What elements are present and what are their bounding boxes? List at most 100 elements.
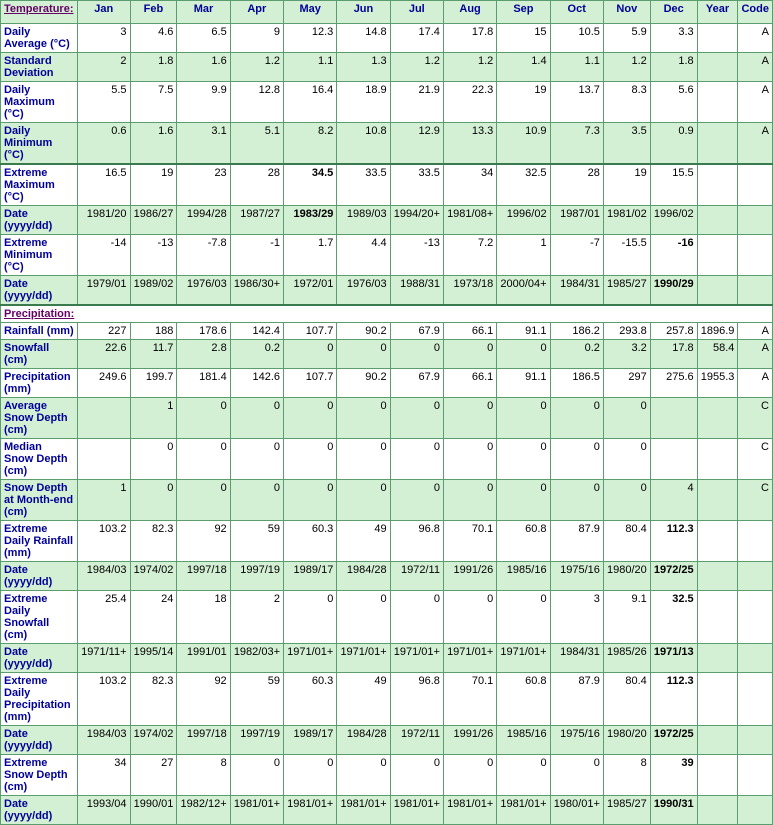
data-cell: A <box>738 123 773 165</box>
data-cell: 60.8 <box>497 673 550 726</box>
data-cell: 1976/03 <box>337 276 390 306</box>
data-cell: 66.1 <box>443 323 496 340</box>
data-cell <box>738 235 773 276</box>
month-header: Year <box>697 1 738 24</box>
data-cell: 1984/31 <box>550 276 603 306</box>
data-cell: 1989/17 <box>284 726 337 755</box>
data-cell <box>697 276 738 306</box>
table-row: Date (yyyy/dd)1984/031974/021997/181997/… <box>1 726 773 755</box>
precipitation-section-label: Precipitation: <box>1 305 773 323</box>
month-header: Feb <box>130 1 177 24</box>
data-cell: 0 <box>603 398 650 439</box>
data-cell: 1984/28 <box>337 726 390 755</box>
data-cell: 5.6 <box>650 82 697 123</box>
header-row: Temperature: JanFebMarAprMayJunJulAugSep… <box>1 1 773 24</box>
data-cell: 1 <box>130 398 177 439</box>
data-cell: 0 <box>443 755 496 796</box>
data-cell: 1994/28 <box>177 206 230 235</box>
data-cell: 18 <box>177 591 230 644</box>
data-cell: 91.1 <box>497 369 550 398</box>
row-label: Extreme Maximum (°C) <box>1 164 78 206</box>
data-cell: 1989/03 <box>337 206 390 235</box>
data-cell: 1986/27 <box>130 206 177 235</box>
data-cell <box>697 591 738 644</box>
data-cell: 1982/03+ <box>230 644 283 673</box>
data-cell <box>650 439 697 480</box>
data-cell: 257.8 <box>650 323 697 340</box>
data-cell: 3.1 <box>177 123 230 165</box>
row-label: Snowfall (cm) <box>1 340 78 369</box>
data-cell: 1.7 <box>284 235 337 276</box>
month-header: Nov <box>603 1 650 24</box>
data-cell: 87.9 <box>550 673 603 726</box>
data-cell <box>697 123 738 165</box>
data-cell: 2 <box>78 53 131 82</box>
data-cell: 1.6 <box>177 53 230 82</box>
data-cell: 107.7 <box>284 323 337 340</box>
data-cell: 1 <box>497 235 550 276</box>
data-cell: 112.3 <box>650 521 697 562</box>
data-cell: 60.3 <box>284 673 337 726</box>
data-cell: A <box>738 82 773 123</box>
data-cell: 19 <box>497 82 550 123</box>
data-cell <box>697 53 738 82</box>
month-header: Jun <box>337 1 390 24</box>
data-cell: A <box>738 24 773 53</box>
data-cell: 0 <box>284 398 337 439</box>
table-row: Date (yyyy/dd)1979/011989/021976/031986/… <box>1 276 773 306</box>
data-cell: 27 <box>130 755 177 796</box>
data-cell: 22.3 <box>443 82 496 123</box>
data-cell: 1.1 <box>284 53 337 82</box>
row-label: Extreme Minimum (°C) <box>1 235 78 276</box>
data-cell: 0 <box>337 755 390 796</box>
month-header: Apr <box>230 1 283 24</box>
data-cell: 1972/25 <box>650 726 697 755</box>
data-cell: 0 <box>497 480 550 521</box>
table-row: Snow Depth at Month-end (cm)100000000004… <box>1 480 773 521</box>
data-cell: 91.1 <box>497 323 550 340</box>
data-cell: 297 <box>603 369 650 398</box>
data-cell <box>697 439 738 480</box>
data-cell: 92 <box>177 521 230 562</box>
data-cell: 8 <box>603 755 650 796</box>
month-header: May <box>284 1 337 24</box>
data-cell: 0 <box>390 480 443 521</box>
data-cell: 3.5 <box>603 123 650 165</box>
row-label: Date (yyyy/dd) <box>1 726 78 755</box>
data-cell: 1979/01 <box>78 276 131 306</box>
data-cell: 80.4 <box>603 521 650 562</box>
data-cell: 293.8 <box>603 323 650 340</box>
data-cell: 0 <box>550 398 603 439</box>
table-row: Extreme Snow Depth (cm)342780000000839 <box>1 755 773 796</box>
data-cell: 60.3 <box>284 521 337 562</box>
data-cell: 96.8 <box>390 521 443 562</box>
data-cell: 1981/01+ <box>497 796 550 825</box>
data-cell: 0 <box>284 439 337 480</box>
data-cell: 1990/29 <box>650 276 697 306</box>
data-cell: 25.4 <box>78 591 131 644</box>
table-row: Standard Deviation21.81.61.21.11.31.21.2… <box>1 53 773 82</box>
data-cell: 8.2 <box>284 123 337 165</box>
data-cell: 80.4 <box>603 673 650 726</box>
data-cell: 1984/28 <box>337 562 390 591</box>
table-row: Extreme Minimum (°C)-14-13-7.8-11.74.4-1… <box>1 235 773 276</box>
data-cell: 1.8 <box>650 53 697 82</box>
data-cell: 32.5 <box>497 164 550 206</box>
data-cell: 6.5 <box>177 24 230 53</box>
data-cell <box>697 24 738 53</box>
row-label: Average Snow Depth (cm) <box>1 398 78 439</box>
data-cell: 0 <box>230 439 283 480</box>
data-cell: 1981/01+ <box>443 796 496 825</box>
data-cell: 4.4 <box>337 235 390 276</box>
data-cell <box>697 562 738 591</box>
data-cell: 1955.3 <box>697 369 738 398</box>
data-cell: 7.3 <box>550 123 603 165</box>
data-cell: 0 <box>497 398 550 439</box>
table-row: Precipitation (mm)249.6199.7181.4142.610… <box>1 369 773 398</box>
data-cell: 11.7 <box>130 340 177 369</box>
data-cell: 82.3 <box>130 673 177 726</box>
data-cell <box>697 82 738 123</box>
data-cell: 58.4 <box>697 340 738 369</box>
data-cell: 0.9 <box>650 123 697 165</box>
section-header-cell: Temperature: <box>1 1 78 24</box>
